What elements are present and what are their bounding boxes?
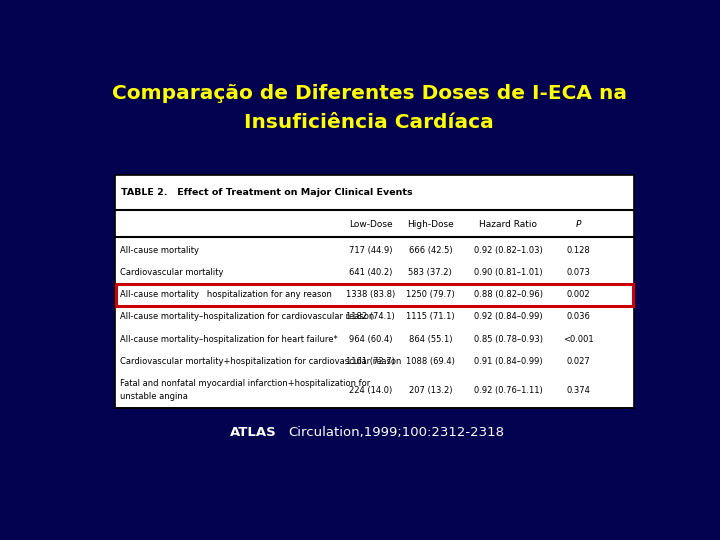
Text: 224 (14.0): 224 (14.0) xyxy=(349,386,392,395)
Text: 583 (37.2): 583 (37.2) xyxy=(408,268,452,277)
Text: 0.88 (0.82–0.96): 0.88 (0.82–0.96) xyxy=(474,290,543,299)
Text: <0.001: <0.001 xyxy=(563,335,593,343)
Text: 1115 (71.1): 1115 (71.1) xyxy=(406,313,454,321)
Text: Comparação de Diferentes Doses de I-ECA na: Comparação de Diferentes Doses de I-ECA … xyxy=(112,84,626,103)
Text: 964 (60.4): 964 (60.4) xyxy=(349,335,392,343)
Text: 0.92 (0.82–1.03): 0.92 (0.82–1.03) xyxy=(474,246,543,255)
Text: ATLAS: ATLAS xyxy=(230,426,276,439)
Bar xyxy=(115,175,634,408)
Text: 0.92 (0.76–1.11): 0.92 (0.76–1.11) xyxy=(474,386,543,395)
Text: 0.036: 0.036 xyxy=(567,313,590,321)
Text: 1088 (69.4): 1088 (69.4) xyxy=(406,357,455,366)
Text: Cardiovascular mortality: Cardiovascular mortality xyxy=(120,268,224,277)
Text: 1250 (79.7): 1250 (79.7) xyxy=(406,290,455,299)
Text: 0.90 (0.81–1.01): 0.90 (0.81–1.01) xyxy=(474,268,542,277)
Text: 0.002: 0.002 xyxy=(567,290,590,299)
Text: All-cause mortality–hospitalization for cardiovascular reason: All-cause mortality–hospitalization for … xyxy=(120,313,374,321)
Text: 1161 (72.7): 1161 (72.7) xyxy=(346,357,395,366)
Text: 0.85 (0.78–0.93): 0.85 (0.78–0.93) xyxy=(474,335,543,343)
Text: TABLE 2.   Effect of Treatment on Major Clinical Events: TABLE 2. Effect of Treatment on Major Cl… xyxy=(122,188,413,197)
Text: Circulation,1999;100:2312-2318: Circulation,1999;100:2312-2318 xyxy=(288,426,504,439)
Text: 0.91 (0.84–0.99): 0.91 (0.84–0.99) xyxy=(474,357,542,366)
Text: All-cause mortality: All-cause mortality xyxy=(120,246,199,255)
Text: 1338 (83.8): 1338 (83.8) xyxy=(346,290,395,299)
Text: All-cause mortality–hospitalization for heart failure*: All-cause mortality–hospitalization for … xyxy=(120,335,338,343)
Text: 717 (44.9): 717 (44.9) xyxy=(349,246,392,255)
Text: 0.374: 0.374 xyxy=(567,386,590,395)
Text: 864 (55.1): 864 (55.1) xyxy=(409,335,452,343)
Text: 641 (40.2): 641 (40.2) xyxy=(349,268,392,277)
Text: 1182 (74.1): 1182 (74.1) xyxy=(346,313,395,321)
Text: 0.027: 0.027 xyxy=(567,357,590,366)
Bar xyxy=(116,284,634,306)
Text: 0.073: 0.073 xyxy=(567,268,590,277)
Text: 0.92 (0.84–0.99): 0.92 (0.84–0.99) xyxy=(474,313,542,321)
Text: All-cause mortality   hospitalization for any reason: All-cause mortality hospitalization for … xyxy=(120,290,332,299)
Text: 0.128: 0.128 xyxy=(567,246,590,255)
Text: Cardiovascular mortality+hospitalization for cardiovascular reason: Cardiovascular mortality+hospitalization… xyxy=(120,357,402,366)
Text: High-Dose: High-Dose xyxy=(407,220,454,229)
Text: Hazard Ratio: Hazard Ratio xyxy=(480,220,537,229)
Text: 666 (42.5): 666 (42.5) xyxy=(408,246,452,255)
Text: Insuficiência Cardíaca: Insuficiência Cardíaca xyxy=(244,113,494,132)
Text: Low-Dose: Low-Dose xyxy=(349,220,392,229)
Text: P: P xyxy=(575,220,581,229)
Text: 207 (13.2): 207 (13.2) xyxy=(409,386,452,395)
Text: unstable angina: unstable angina xyxy=(120,392,188,401)
Text: Fatal and nonfatal myocardial infarction+hospitalization for: Fatal and nonfatal myocardial infarction… xyxy=(120,379,371,388)
